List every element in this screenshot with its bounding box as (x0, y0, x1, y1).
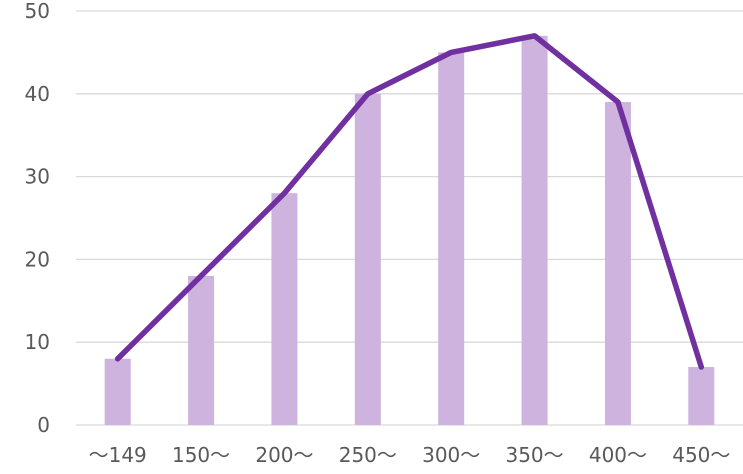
bar (604, 102, 631, 425)
line-series (114, 33, 705, 370)
x-tick-label: 350〜 (505, 443, 563, 467)
y-tick-label: 40 (25, 82, 50, 106)
bar (688, 367, 715, 425)
series-line (114, 33, 705, 370)
bar (521, 35, 548, 426)
y-tick-label: 20 (25, 247, 50, 271)
x-tick-label: 150〜 (172, 443, 230, 467)
y-tick-label: 30 (25, 165, 50, 189)
y-tick-label: 0 (37, 413, 50, 437)
bar (354, 93, 381, 426)
x-tick-label: 200〜 (255, 443, 313, 467)
x-axis-tick-labels: 〜149 150〜 200〜 250〜 300〜 350〜 400〜 450〜 (89, 443, 731, 467)
bar (188, 275, 215, 425)
x-tick-label: 300〜 (422, 443, 480, 467)
x-tick-label: 450〜 (672, 443, 730, 467)
bar (271, 193, 298, 425)
x-tick-label: 250〜 (339, 443, 397, 467)
y-tick-label: 50 (25, 0, 50, 23)
y-tick-label: 10 (25, 330, 50, 354)
y-axis-tick-labels: 0 10 20 30 40 50 (25, 0, 50, 437)
x-tick-label: 400〜 (589, 443, 647, 467)
bar (438, 52, 465, 426)
x-tick-label: 〜149 (89, 443, 147, 467)
bar-series (104, 35, 715, 426)
grid-lines (76, 10, 743, 426)
bar (104, 358, 131, 425)
